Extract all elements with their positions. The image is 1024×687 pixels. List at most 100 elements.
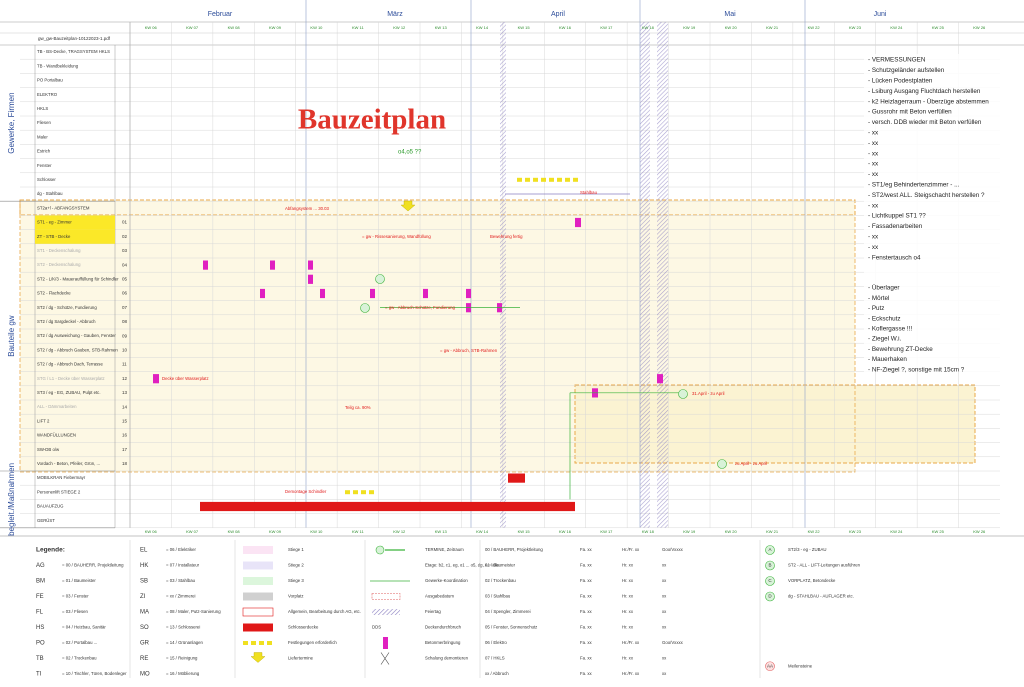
milestone-key: A [768, 547, 771, 552]
row-label: SW-DB o/w [37, 447, 60, 452]
note: - Fenstertausch o4 [868, 254, 921, 261]
pending-swatch [243, 641, 248, 645]
contact-cell: 03 / Stahlbau [485, 594, 511, 599]
month-label: Mai [724, 11, 736, 18]
week-label: KW 23 [849, 529, 862, 534]
row-label: ST2 / dg - Schütze, Fundierung [37, 305, 97, 310]
milestone-text: ST2 - ALL - LIFT-Leitungen ausführen [788, 563, 861, 568]
contact-cell: 01 / Baumeister [485, 563, 516, 568]
annotation: Bewehrung fertig [490, 234, 523, 239]
pending-mark [533, 177, 538, 182]
row-label: ST2 - L/K/3 - Mauerauffüllung für Schind… [37, 276, 119, 281]
row-label: PO Portalbau [37, 78, 63, 83]
row-highlight [35, 229, 115, 244]
trade-code: EL [140, 548, 148, 554]
week-label: KW 18 [642, 25, 655, 30]
row-label: ST1 - eg - Zimmer [37, 220, 72, 225]
week-label: KW 12 [393, 25, 406, 30]
legend-heading: Legende: [36, 547, 65, 554]
trade-name: = xx / Zimmerei [166, 594, 196, 599]
trade-name: = 04 / Heizbau, Sanitär [62, 625, 106, 630]
annotation: Teilg ca. 90% [345, 405, 371, 410]
trade-name: = 10 / Tischler, Türen, Bodenleger [62, 671, 127, 676]
note: - xx [868, 161, 879, 168]
contact-cell: Hr./Fr. xx [622, 671, 640, 676]
trade-code: TI [36, 672, 42, 678]
contact-cell: Hr. xx [622, 609, 634, 614]
week-label: KW 07 [186, 529, 199, 534]
pending-mark [517, 177, 522, 182]
labels: Februar März April Mai Juni KW 06 KW 06 KW 07 KW… [7, 11, 1014, 536]
week-label: KW 23 [849, 25, 862, 30]
symbol-label: Betonmerbringung [425, 640, 461, 645]
week-label: KW 16 [559, 25, 572, 30]
note: - VERMESSUNGEN [868, 57, 926, 64]
annotation: o4,o5 ?? [398, 150, 422, 156]
row-number: 04 [122, 262, 128, 267]
month-label: Juni [874, 11, 887, 18]
area-swatch [243, 561, 273, 570]
week-label: KW 25 [932, 25, 945, 30]
row-label: HKLS [37, 106, 48, 111]
area-label: Festlegungen erforderlich [288, 640, 337, 645]
milestone-icon [765, 661, 775, 672]
pending-swatch [259, 641, 264, 645]
row-label: ELEKTRO [37, 92, 58, 97]
week-label: KW 20 [725, 529, 738, 534]
row-number: 14 [122, 404, 128, 409]
week-label: KW 24 [890, 25, 903, 30]
milestone-key: D [768, 594, 772, 599]
annotation: zu April - zu April [735, 461, 767, 466]
annotation: Abfangsystem ... 30.03 [285, 206, 330, 211]
pending-mark [541, 177, 546, 182]
contact-cell: Hr. xx [622, 578, 634, 583]
schedule-bar [370, 288, 375, 299]
section-label: Bauteile gw [7, 315, 16, 357]
month-label: Februar [208, 11, 233, 18]
week-label: KW 08 [228, 529, 241, 534]
week-label: KW 25 [932, 529, 945, 534]
milestone-marker [375, 274, 385, 284]
trade-code: MA [140, 610, 149, 616]
note: - Koflergasse !!! [868, 325, 912, 332]
milestone-icon [765, 560, 775, 571]
row-number: 03 [122, 248, 128, 253]
row-label: ST1 - Deckenschalung [37, 248, 81, 253]
week-label: KW 22 [808, 25, 821, 30]
contact-cell: Hr. xx [622, 563, 634, 568]
trade-code: TB [36, 656, 44, 662]
row-label: TB - Wandbekleidung [37, 63, 79, 68]
row-number: 16 [122, 433, 128, 438]
row-label: ST3 / eg - EG, ZUBAU, Pulpt etc. [37, 390, 101, 395]
trade-name: = 03 / Fenster [62, 594, 89, 599]
pending-swatch [267, 641, 272, 645]
week-label: KW 10 [310, 25, 323, 30]
contact-cell: Fa. xx [580, 640, 593, 645]
row-label: TB - BS-Decke, TRAGSYSTEM HKLS [37, 49, 110, 54]
note: - Mörtel [868, 295, 889, 302]
row-label: Vordach - Beton, Pfeiler, Grün, ... [37, 461, 100, 466]
row-number: 02 [122, 234, 128, 239]
pending-mark [345, 490, 350, 495]
contact-cell: Fa. xx [580, 656, 593, 661]
row-number: 07 [122, 305, 128, 310]
area-label: Stiege 3 [288, 578, 304, 583]
annotation: Decke über Wasserplatz [162, 376, 209, 381]
trade-name: = 07 / Installateur [166, 563, 200, 568]
note: - Putz [868, 305, 884, 312]
note: - ST2/west ALL. Steigschacht herstellen … [868, 192, 985, 199]
week-label: KW 22 [808, 529, 821, 534]
note: - NF-Ziegel ?, sonstige mit 15cm ? [868, 366, 965, 373]
area-label: Vorplatz [288, 594, 304, 599]
trade-name: = 14 / Grünanlagen [166, 640, 204, 645]
marks [35, 22, 727, 528]
contact-cell: xx [662, 609, 667, 614]
row-label: Maler [37, 134, 48, 139]
note: - xx [868, 171, 879, 178]
week-label: KW 26 [973, 529, 986, 534]
milestone-marker [678, 389, 688, 399]
trade-name: = 16 / Möblierung [166, 671, 200, 676]
note: - Lichtkuppel ST1 ?? [868, 213, 926, 220]
row-label: MOBILKRAN Fiebermayr [37, 475, 86, 480]
